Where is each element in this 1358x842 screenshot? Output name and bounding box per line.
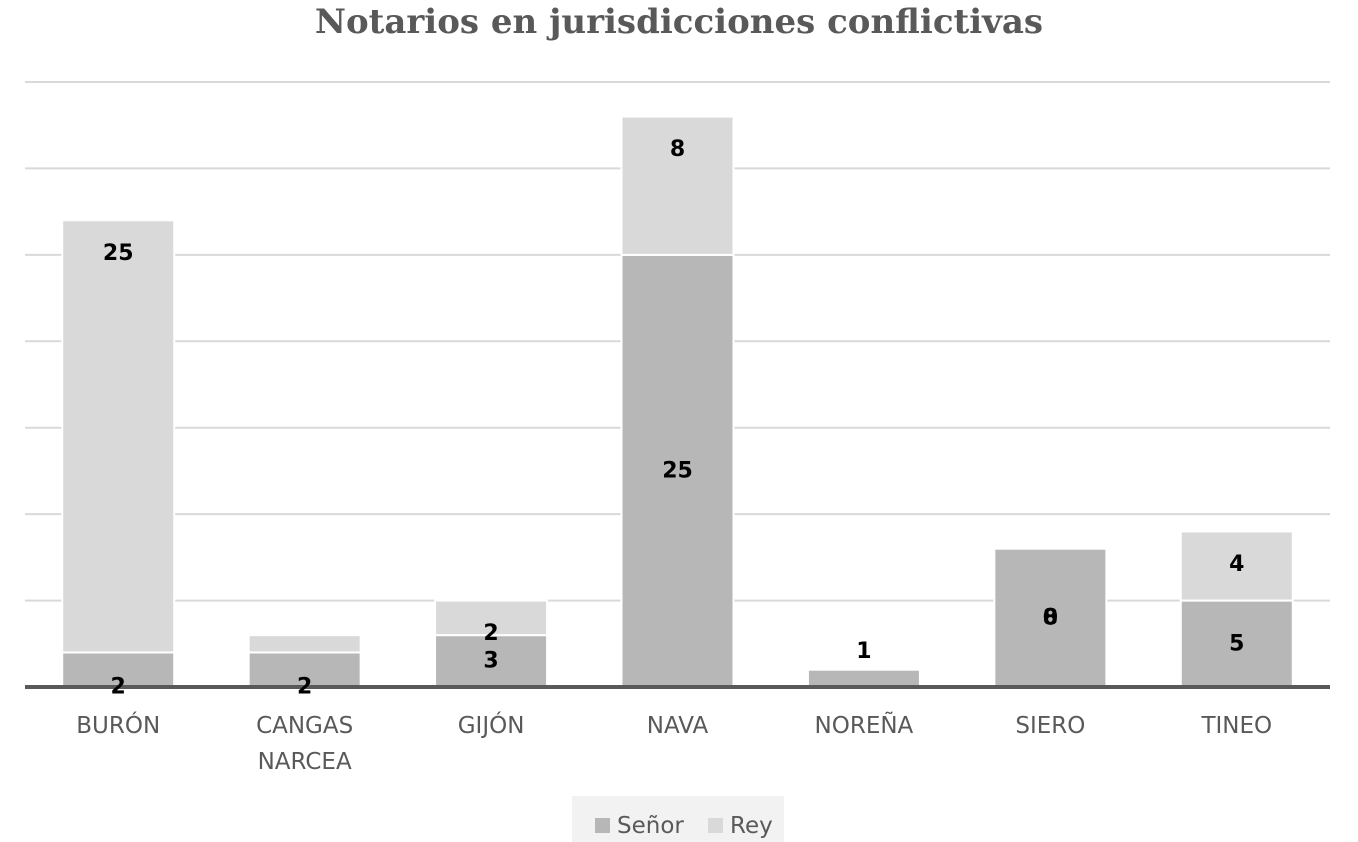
data-label-seor-4: 1 [856,639,871,664]
bars [61,115,1294,689]
bar-seor-4 [806,668,921,689]
bar-rey-2 [434,599,549,637]
data-label-rey-2: 2 [483,621,498,646]
bar-rey-1 [247,634,362,654]
data-label-seor-5: 8 [1043,605,1058,630]
bar-seor-3 [620,253,735,688]
data-label-rey-5: 0 [1043,605,1058,630]
data-label-seor-1: 2 [297,675,312,700]
legend: Señor Rey [595,813,773,839]
data-label-rey-6: 4 [1229,552,1244,577]
bar-seor-6 [1179,599,1294,688]
data-label-seor-6: 5 [1229,631,1244,656]
category-label-0: BURÓN [76,711,160,739]
chart-title: Notarios en jurisdicciones conflictivas [315,2,1043,42]
data-label-seor-2: 3 [483,649,498,674]
bar-seor-5 [993,547,1108,689]
data-label-seor-0: 2 [111,675,126,700]
data-label-rey-0: 25 [103,241,134,266]
bar-rey-0 [61,219,176,654]
category-label-1: CANGAS [256,713,353,739]
legend-label-1: Rey [730,813,773,839]
category-labels: BURÓN CANGAS NARCEA GIJÓN NAVA NOREÑA SIERO TIN… [76,711,1272,775]
data-label-rey-3: 8 [670,137,685,162]
bar-rey-6 [1179,530,1294,602]
bar-seor-1 [247,651,362,689]
legend-swatch-1 [708,818,723,833]
category-label-1: NARCEA [258,749,352,775]
category-label-3: NAVA [647,713,709,739]
category-label-5: SIERO [1015,713,1085,739]
data-label-seor-3: 25 [662,458,693,483]
category-label-6: TINEO [1200,713,1272,739]
bar-seor-2 [434,634,549,689]
category-label-2: GIJÓN [458,711,525,739]
category-label-4: NOREÑA [815,711,914,739]
bar-rey-3 [620,115,735,256]
legend-swatch-0 [595,818,610,833]
legend-label-0: Señor [617,813,684,839]
